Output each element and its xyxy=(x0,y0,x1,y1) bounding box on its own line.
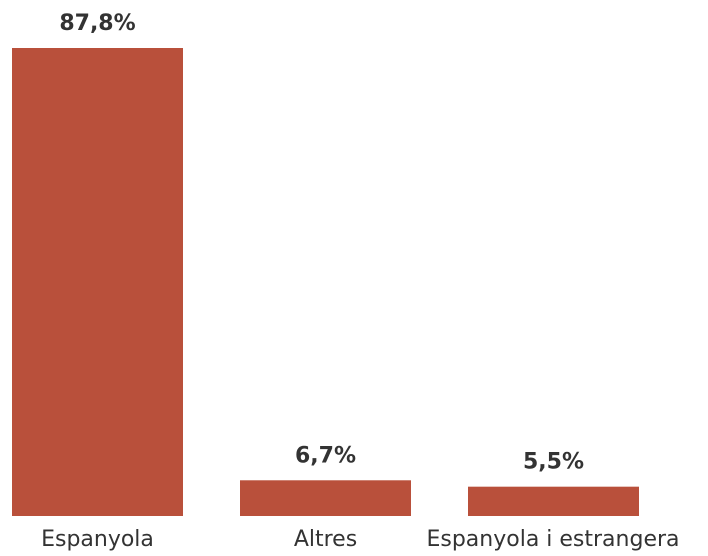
value-label: 5,5% xyxy=(523,450,584,475)
bar xyxy=(12,48,183,516)
bar xyxy=(240,480,411,516)
category-label: Altres xyxy=(294,527,357,552)
value-label: 87,8% xyxy=(59,11,135,36)
value-label: 6,7% xyxy=(295,443,356,468)
bar xyxy=(468,486,639,516)
category-label: Espanyola i estrangera xyxy=(426,527,679,552)
category-label: Espanyola xyxy=(41,527,154,552)
